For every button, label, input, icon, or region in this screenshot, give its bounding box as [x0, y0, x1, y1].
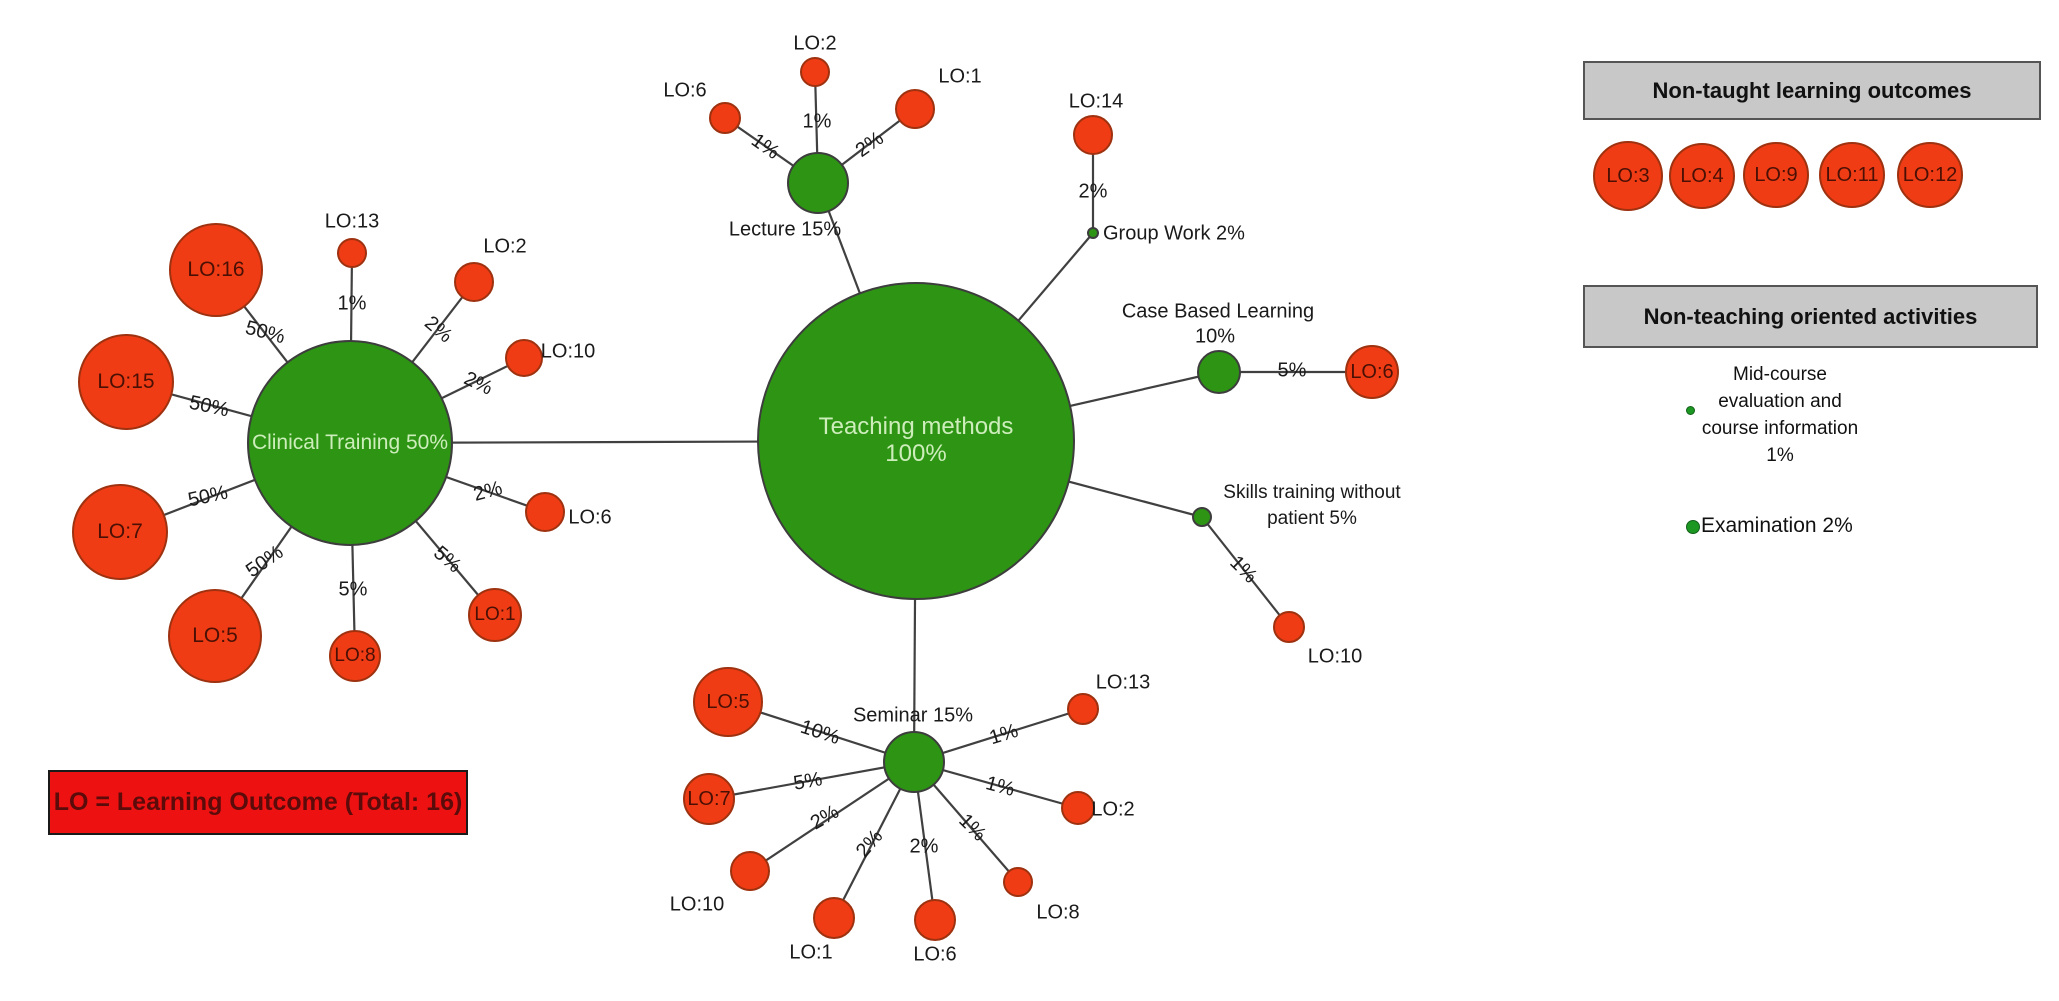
node-sem-lo5: LO:5 [693, 667, 763, 737]
node-sem-lo5-label: LO:5 [706, 690, 750, 713]
node-sem-lo7: LO:7 [683, 773, 735, 825]
edge-label-clinical-lo13: 1% [337, 292, 367, 315]
mid-course-line2: evaluation and [1718, 391, 1842, 412]
sem-lo2-label: LO:2 [1091, 798, 1135, 821]
legend-text: LO = Learning Outcome (Total: 16) [53, 788, 463, 816]
non-taught-header-text: Non-taught learning outcomes [1652, 77, 1972, 103]
sem-lo8-label: LO:8 [1036, 901, 1080, 924]
node-sem-lo1 [813, 897, 855, 939]
edge-seminar-lo10 [749, 761, 915, 872]
node-nt-lo11: LO:11 [1819, 142, 1885, 208]
seminar-label: Seminar 15% [852, 704, 974, 727]
node-sem-lo8 [1003, 867, 1033, 897]
edge-label-groupwork-lo14: 2% [1078, 180, 1108, 203]
node-clinical: Clinical Training 50% [247, 340, 453, 546]
node-ct-lo7-label: LO:7 [97, 520, 143, 544]
node-gw-lo14 [1073, 115, 1113, 155]
node-lec-lo6 [709, 102, 741, 134]
mid-course-line3: course information [1701, 418, 1859, 439]
non-teaching-header: Non-teaching oriented activities [1583, 285, 2038, 348]
node-nt-lo9-label: LO:9 [1754, 163, 1798, 186]
node-skills-dot [1192, 507, 1212, 527]
node-nt-lo3-label: LO:3 [1606, 164, 1650, 187]
node-ct-lo15: LO:15 [78, 334, 174, 430]
sk-lo10-label: LO:10 [1307, 645, 1363, 668]
node-ct-lo6 [525, 492, 565, 532]
node-nt-lo4: LO:4 [1669, 143, 1735, 209]
node-lec-lo1 [895, 89, 935, 129]
sem-lo10-label: LO:10 [669, 893, 725, 916]
groupwork-label: Group Work 2% [1103, 222, 1245, 245]
node-sem-lo7-label: LO:7 [687, 787, 731, 810]
node-ct-lo5-label: LO:5 [192, 624, 238, 648]
node-sem-lo13 [1067, 693, 1099, 725]
sem-lo13-label: LO:13 [1095, 671, 1151, 694]
edge-label-seminar-lo7: 5% [791, 768, 825, 795]
node-nt-lo4-label: LO:4 [1680, 164, 1724, 187]
node-ct-lo2 [454, 262, 494, 302]
node-case-based [1197, 350, 1241, 394]
lecture-label: Lecture 15% [728, 218, 842, 241]
node-nt-lo3: LO:3 [1593, 141, 1663, 211]
edge-label-clinical-lo8: 5% [338, 578, 368, 601]
mid-course-line1: Mid-course [1733, 364, 1827, 385]
node-sk-lo10 [1273, 611, 1305, 643]
mid-course-dot [1686, 406, 1695, 415]
node-ct-lo8: LO:8 [329, 630, 381, 682]
edge-label-seminar-lo6: 2% [909, 835, 939, 858]
node-nt-lo12-label: LO:12 [1902, 163, 1958, 186]
legend-box: LO = Learning Outcome (Total: 16) [48, 770, 468, 835]
node-seminar [883, 731, 945, 793]
node-ct-lo1-label: LO:1 [474, 604, 516, 626]
node-nt-lo12: LO:12 [1897, 142, 1963, 208]
node-teaching-label: Teaching methods 100% [818, 413, 1014, 467]
sem-lo6-label: LO:6 [913, 943, 957, 966]
edge-seminar-lo7 [708, 760, 915, 801]
lec-lo2-label: LO:2 [793, 32, 837, 55]
node-teaching: Teaching methods 100% [757, 282, 1075, 600]
node-sem-lo10 [730, 851, 770, 891]
node-nt-lo11-label: LO:11 [1825, 163, 1879, 186]
node-ct-lo5: LO:5 [168, 589, 262, 683]
node-lec-lo2 [800, 57, 830, 87]
non-taught-header: Non-taught learning outcomes [1583, 61, 2041, 120]
node-ct-lo8-label: LO:8 [334, 645, 376, 667]
skills-label-line1: Skills training without [1223, 482, 1401, 503]
mid-course-line4: 1% [1766, 445, 1794, 466]
casebased-label-line1: Case Based Learning [1121, 300, 1315, 323]
lec-lo6-label: LO:6 [663, 79, 707, 102]
node-ct-lo7: LO:7 [72, 484, 168, 580]
node-ct-lo15-label: LO:15 [97, 370, 155, 394]
node-sem-lo2 [1061, 791, 1095, 825]
examination-label: Examination 2% [1701, 514, 1853, 537]
node-gw-dot [1087, 227, 1099, 239]
gw-lo14-label: LO:14 [1068, 90, 1124, 113]
ct-lo2-label: LO:2 [483, 235, 527, 258]
lec-lo1-label: LO:1 [938, 65, 982, 88]
node-cbl-lo6-label: LO:6 [1350, 360, 1394, 383]
node-nt-lo9: LO:9 [1743, 142, 1809, 208]
edge-skills-lo10 [1201, 516, 1290, 628]
sem-lo1-label: LO:1 [789, 941, 833, 964]
non-teaching-header-text: Non-teaching oriented activities [1643, 303, 1978, 329]
node-lecture [787, 152, 849, 214]
edge-label-casebased-lo6: 5% [1277, 359, 1307, 382]
mid-course-activity: Mid-course evaluation and course informa… [1660, 361, 1900, 469]
node-cbl-lo6: LO:6 [1345, 345, 1399, 399]
edge-label-lecture-lo2: 1% [802, 110, 832, 133]
node-ct-lo16-label: LO:16 [187, 258, 245, 282]
ct-lo6-label: LO:6 [568, 506, 612, 529]
node-ct-lo13 [337, 238, 367, 268]
node-ct-lo1: LO:1 [468, 588, 522, 642]
ct-lo10-label: LO:10 [540, 340, 596, 363]
node-clinical-label: Clinical Training 50% [251, 431, 449, 455]
casebased-label-line2: 10% [1194, 325, 1236, 348]
skills-label-line2: patient 5% [1267, 508, 1357, 529]
examination-dot [1686, 520, 1700, 534]
node-sem-lo6 [914, 899, 956, 941]
node-ct-lo16: LO:16 [169, 223, 263, 317]
node-ct-lo10 [505, 339, 543, 377]
ct-lo13-label: LO:13 [324, 210, 380, 233]
